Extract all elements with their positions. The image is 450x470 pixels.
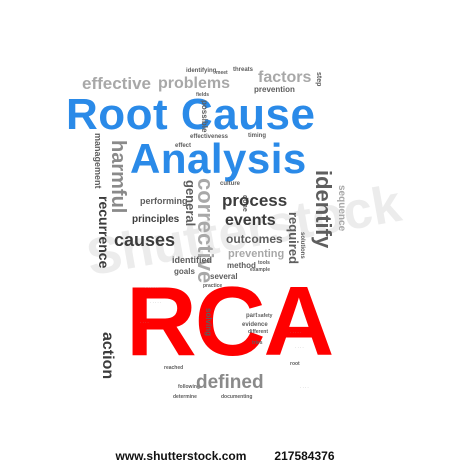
word-root: root xyxy=(290,361,300,367)
title-root-cause: Root Cause xyxy=(66,90,316,139)
footer-bar: www.shutterstock.com 217584376 xyxy=(0,441,450,470)
word-evidence: evidence xyxy=(242,322,268,328)
word-action: action xyxy=(99,332,116,380)
word-solutions: solutions xyxy=(299,232,305,259)
filler-text: · · · · · · xyxy=(145,285,159,290)
word-solving: solving xyxy=(204,308,213,337)
word-prevention: prevention xyxy=(254,85,295,94)
word-identifying: identifying xyxy=(186,68,217,74)
word-management: management xyxy=(93,133,103,189)
word-identified: identified xyxy=(172,255,212,265)
word-events: events xyxy=(225,212,276,229)
filler-text: · · · · · xyxy=(290,330,302,335)
word-factors: factors xyxy=(258,69,312,86)
word-goals: goals xyxy=(174,267,195,276)
filler-text: · · · · xyxy=(295,345,304,350)
word-effective: effective xyxy=(82,74,151,93)
word-timing: timing xyxy=(248,133,266,139)
word-threats: threats xyxy=(233,67,254,73)
word-documenting: documenting xyxy=(221,394,253,400)
word-culture: culture xyxy=(220,181,241,187)
word-determine: determine xyxy=(173,394,197,400)
word-effect: effect xyxy=(175,143,192,149)
word-safety: safety xyxy=(258,313,273,319)
word-following: following xyxy=(178,384,200,390)
word-causes: causes xyxy=(114,230,176,250)
word-part: part xyxy=(246,313,258,319)
footer-image-id: 217584376 xyxy=(274,448,335,463)
word-sequence: sequence xyxy=(336,185,347,232)
word-different: different xyxy=(248,329,268,335)
word-tools: tools xyxy=(258,260,270,266)
word-possible: possible xyxy=(200,100,209,133)
word-tries: tries xyxy=(252,340,263,346)
word-reached: reached xyxy=(164,365,184,371)
word-principles: principles xyxy=(132,214,180,225)
filler-text: · · · · · xyxy=(150,300,162,305)
word-meet: meet xyxy=(216,70,228,76)
word-fields: fields xyxy=(196,92,210,98)
word-preventing: preventing xyxy=(228,248,285,260)
filler-text: · · · · xyxy=(300,385,309,390)
word-problems: problems xyxy=(158,75,231,92)
filler-text: · · · · xyxy=(140,320,149,325)
word-outcomes: outcomes xyxy=(226,232,283,246)
filler-text: · · · · xyxy=(260,160,269,165)
word-effectiveness: effectiveness xyxy=(190,134,229,140)
title-rca: RCA xyxy=(126,266,334,376)
word-method: method xyxy=(227,261,256,270)
word-practice: practice xyxy=(203,283,223,289)
word-process: process xyxy=(222,191,288,210)
word-several: several xyxy=(210,272,238,281)
title-analysis: Analysis xyxy=(130,135,307,182)
word-defined: defined xyxy=(196,372,264,393)
filler-text: · · · · · xyxy=(165,215,177,220)
word-performing: performing xyxy=(140,196,188,206)
word-step: step xyxy=(315,72,322,87)
word-example: example xyxy=(250,267,271,273)
footer-site[interactable]: www.shutterstock.com xyxy=(115,448,247,463)
word-identify: identify xyxy=(311,170,336,249)
word-recurrence: recurrence xyxy=(96,196,112,269)
